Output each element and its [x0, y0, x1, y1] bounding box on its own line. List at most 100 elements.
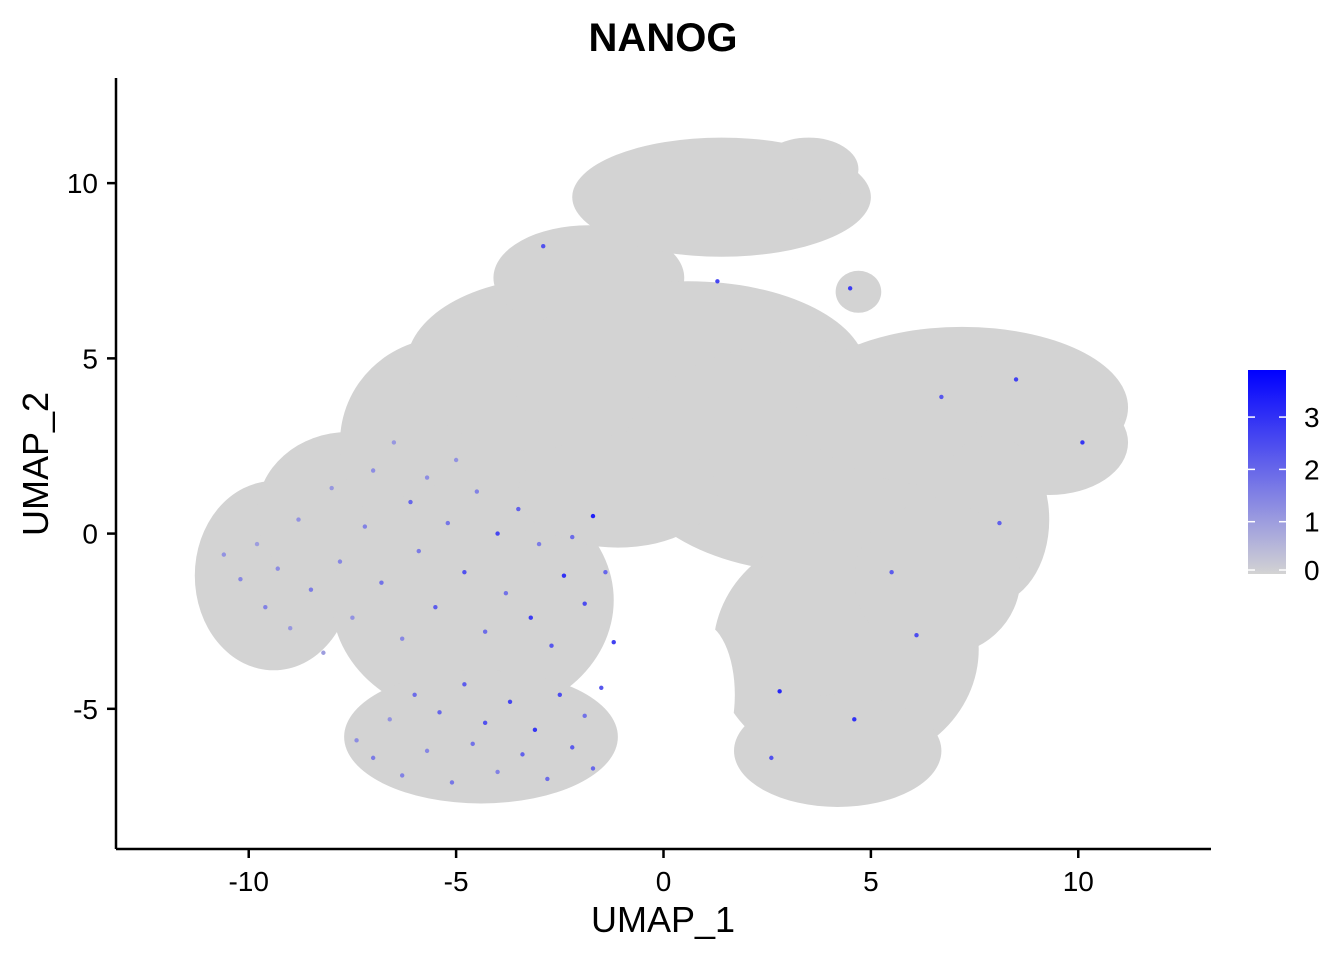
expression-point	[370, 468, 376, 473]
y-tick-label: 10	[67, 168, 98, 199]
expression-point	[914, 633, 919, 638]
x-axis-title: UMAP_1	[591, 899, 735, 940]
expression-point	[520, 752, 525, 757]
cell-cloud-region	[331, 481, 614, 720]
expression-point	[599, 685, 604, 690]
colorbar-tick-label: 0	[1304, 555, 1320, 586]
expression-point	[453, 457, 459, 463]
cell-cloud-region	[835, 270, 882, 313]
x-tick-label: 10	[1063, 866, 1094, 897]
cell-cloud-region	[344, 670, 618, 804]
cell-cloud-region	[758, 137, 859, 201]
expression-point	[238, 576, 243, 582]
expression-point	[412, 692, 417, 697]
expression-point	[408, 499, 413, 505]
expression-point	[470, 741, 475, 747]
expression-point	[275, 566, 280, 571]
expression-point	[847, 286, 853, 291]
cell-cloud-region	[854, 502, 1021, 657]
expression-point	[437, 710, 442, 715]
expression-point	[777, 689, 782, 694]
cell-cloud	[194, 137, 1129, 807]
expression-point	[939, 394, 944, 400]
cell-cloud-region	[734, 694, 942, 807]
expression-point	[387, 717, 392, 722]
expression-point	[337, 559, 343, 564]
expression-point	[308, 587, 314, 592]
colorbar-tick-label: 2	[1304, 454, 1320, 485]
expression-point	[503, 590, 509, 596]
expression-point	[433, 604, 438, 610]
expression-point	[541, 244, 546, 249]
expression-point	[495, 531, 500, 536]
expression-point	[462, 569, 467, 575]
x-tick-label: 0	[656, 866, 672, 897]
expression-point	[399, 636, 405, 641]
expression-point	[852, 717, 857, 722]
expression-point	[399, 773, 405, 778]
colorbar	[1248, 370, 1286, 574]
expression-point	[590, 766, 596, 771]
expression-point	[1080, 440, 1085, 445]
expression-point	[549, 643, 554, 648]
expression-point	[482, 720, 488, 726]
expression-point	[482, 629, 488, 634]
x-tick-label: -10	[228, 866, 268, 897]
expression-point	[545, 776, 550, 782]
y-tick-label: 0	[82, 519, 98, 550]
expression-point	[296, 517, 301, 522]
colorbar-tick-label: 3	[1304, 402, 1320, 433]
colorbar-ticks: 0 1 2 3	[1248, 402, 1320, 586]
expression-point	[391, 440, 397, 445]
expression-point	[769, 755, 774, 761]
expression-point	[516, 506, 521, 512]
expression-point	[449, 780, 455, 785]
expression-point	[362, 524, 368, 529]
expression-point	[590, 513, 596, 519]
expression-point	[528, 615, 533, 620]
expression-point	[474, 489, 480, 494]
expression-point	[715, 279, 720, 284]
expression-point	[321, 650, 326, 655]
expression-point	[603, 569, 608, 575]
expression-point	[221, 552, 227, 557]
y-axis-title: UMAP_2	[15, 392, 56, 536]
expression-point	[611, 640, 616, 645]
expression-point	[329, 485, 334, 491]
expression-point	[462, 682, 467, 687]
colorbar-tick-label: 1	[1304, 507, 1320, 538]
expression-point	[370, 755, 376, 761]
expression-point	[350, 615, 355, 620]
expression-point	[424, 748, 430, 754]
y-tick-label: -5	[73, 694, 98, 725]
expression-point	[557, 692, 563, 697]
expression-point	[997, 520, 1002, 526]
cloud-gap	[666, 622, 735, 767]
expression-point	[424, 475, 430, 480]
expression-point	[288, 626, 293, 631]
expression-point	[263, 604, 268, 610]
y-tick-label: 5	[82, 343, 98, 374]
chart-title: NANOG	[589, 16, 738, 60]
expression-point	[1013, 377, 1019, 382]
x-tick-label: 5	[863, 866, 879, 897]
expression-point	[445, 520, 451, 526]
expression-point	[582, 713, 587, 719]
expression-points	[221, 244, 1085, 785]
expression-point	[354, 738, 359, 743]
cell-cloud-region	[518, 435, 718, 548]
expression-point	[536, 541, 542, 547]
x-ticks: -10 -5 0 5 10	[228, 849, 1094, 897]
expression-point	[254, 541, 260, 547]
expression-point	[570, 534, 575, 540]
y-ticks: -5 0 5 10	[67, 168, 116, 725]
expression-point	[495, 769, 500, 775]
expression-point	[532, 727, 538, 733]
expression-point	[582, 601, 587, 606]
expression-point	[889, 569, 894, 575]
expression-point	[416, 548, 421, 554]
expression-point	[561, 573, 567, 578]
expression-point	[379, 580, 384, 585]
expression-point	[507, 699, 513, 705]
